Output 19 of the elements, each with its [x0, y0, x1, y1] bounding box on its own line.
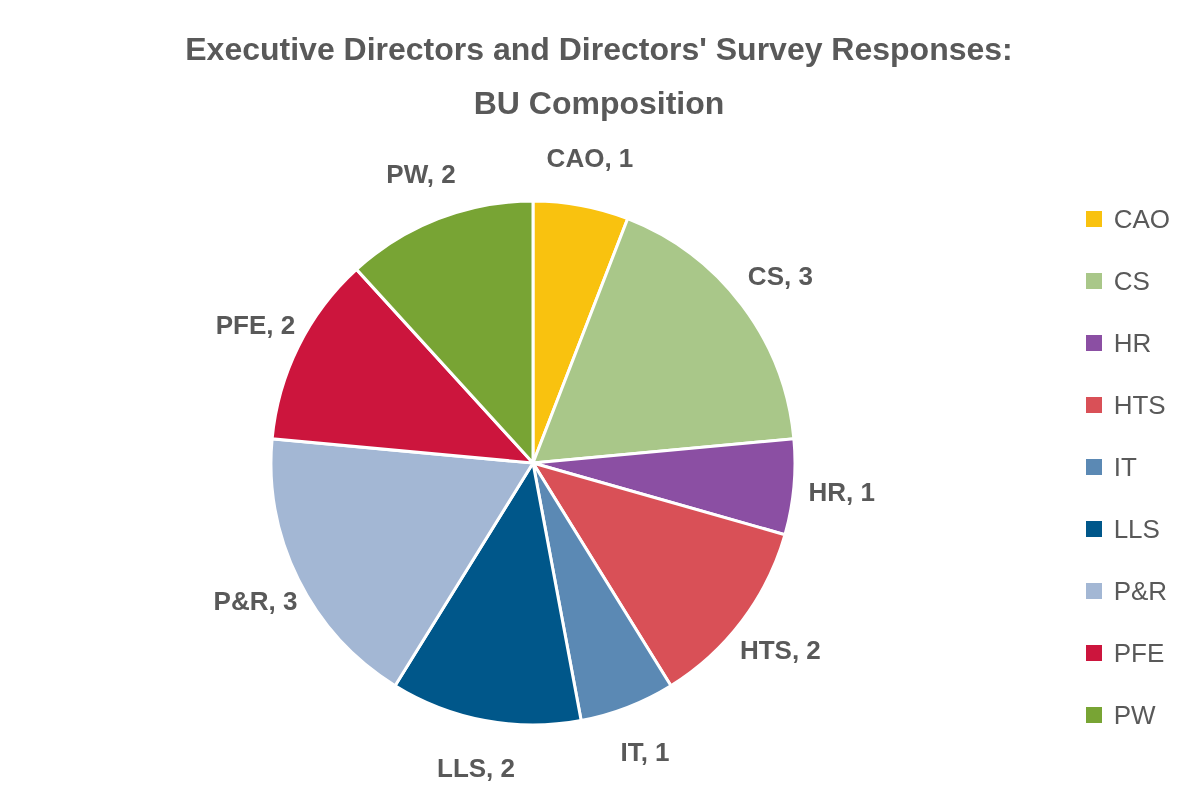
data-label: LLS, 2	[437, 752, 516, 783]
legend-label: CAO	[1113, 203, 1170, 235]
data-label: IT, 1	[620, 737, 670, 768]
data-label: CS, 3	[747, 261, 813, 292]
data-label: PFE, 2	[215, 309, 296, 340]
data-label: PW, 2	[386, 158, 456, 189]
legend-label: PW	[1113, 699, 1156, 731]
legend-label: PFE	[1113, 637, 1165, 669]
legend-label: CS	[1113, 265, 1150, 297]
data-label: P&R, 3	[213, 586, 298, 617]
legend-label: HR	[1113, 327, 1152, 359]
legend-label: P&R	[1113, 575, 1168, 607]
data-label: CAO, 1	[546, 143, 634, 174]
chart-title: Executive Directors and Directors' Survey Responses: BU Composition	[184, 30, 1014, 123]
data-label: HR, 1	[808, 476, 875, 507]
legend-label: LLS	[1113, 513, 1160, 545]
legend-label: HTS	[1113, 389, 1166, 421]
data-label: HTS, 2	[739, 634, 821, 665]
legend-label: IT	[1113, 451, 1137, 483]
